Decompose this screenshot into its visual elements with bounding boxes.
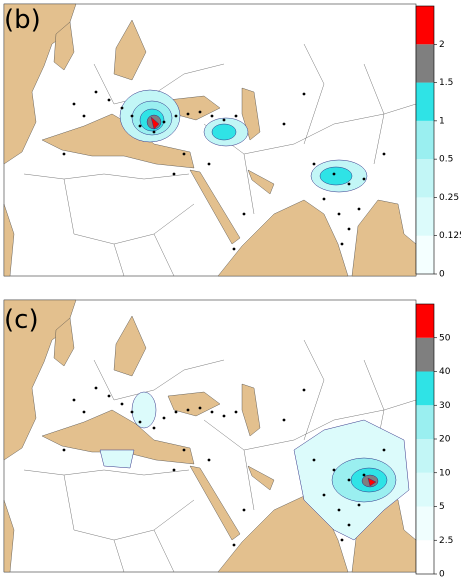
colorbar-label: 1.5 bbox=[439, 78, 453, 88]
colorbar-segment bbox=[416, 371, 434, 406]
colorbar-label: 10 bbox=[439, 468, 451, 478]
colorbar-segment bbox=[416, 120, 434, 160]
colorbar-segment bbox=[416, 235, 434, 274]
colorbar-label: 30 bbox=[439, 401, 451, 411]
colorbar-segment bbox=[416, 44, 434, 83]
colorbar-label: 0.125 bbox=[439, 231, 461, 241]
colorbar-label: 2.5 bbox=[439, 536, 453, 546]
colorbar-label: 0.25 bbox=[439, 193, 459, 203]
colorbar-label: 1 bbox=[439, 116, 445, 126]
colorbar-segment bbox=[416, 337, 434, 372]
panel-label: (c) bbox=[4, 305, 39, 335]
colorbar-segment bbox=[416, 472, 434, 507]
colorbar-label: 0 bbox=[439, 570, 445, 579]
colorbar-label: 0 bbox=[439, 270, 445, 280]
panel-b-map bbox=[3, 3, 417, 277]
colorbar-segment bbox=[416, 304, 434, 338]
colorbar-segment bbox=[416, 540, 434, 574]
colorbar-label: 2 bbox=[439, 40, 445, 50]
panel-c-map bbox=[3, 299, 417, 573]
colorbar-segment bbox=[416, 439, 434, 473]
colorbar-segment bbox=[416, 82, 434, 121]
colorbar-label: 40 bbox=[439, 367, 451, 377]
colorbar-label: 20 bbox=[439, 435, 451, 445]
panel-label: (b) bbox=[4, 5, 41, 35]
colorbar-label: 5 bbox=[439, 502, 445, 512]
colorbar-segment bbox=[416, 506, 434, 541]
colorbar-segment bbox=[416, 159, 434, 198]
colorbar-segment bbox=[416, 405, 434, 439]
colorbar-label: 0.5 bbox=[439, 155, 453, 165]
colorbar-segment bbox=[416, 6, 434, 45]
colorbar-label: 50 bbox=[439, 333, 451, 343]
colorbar-segment bbox=[416, 197, 434, 236]
colorbar-frame bbox=[415, 5, 435, 275]
